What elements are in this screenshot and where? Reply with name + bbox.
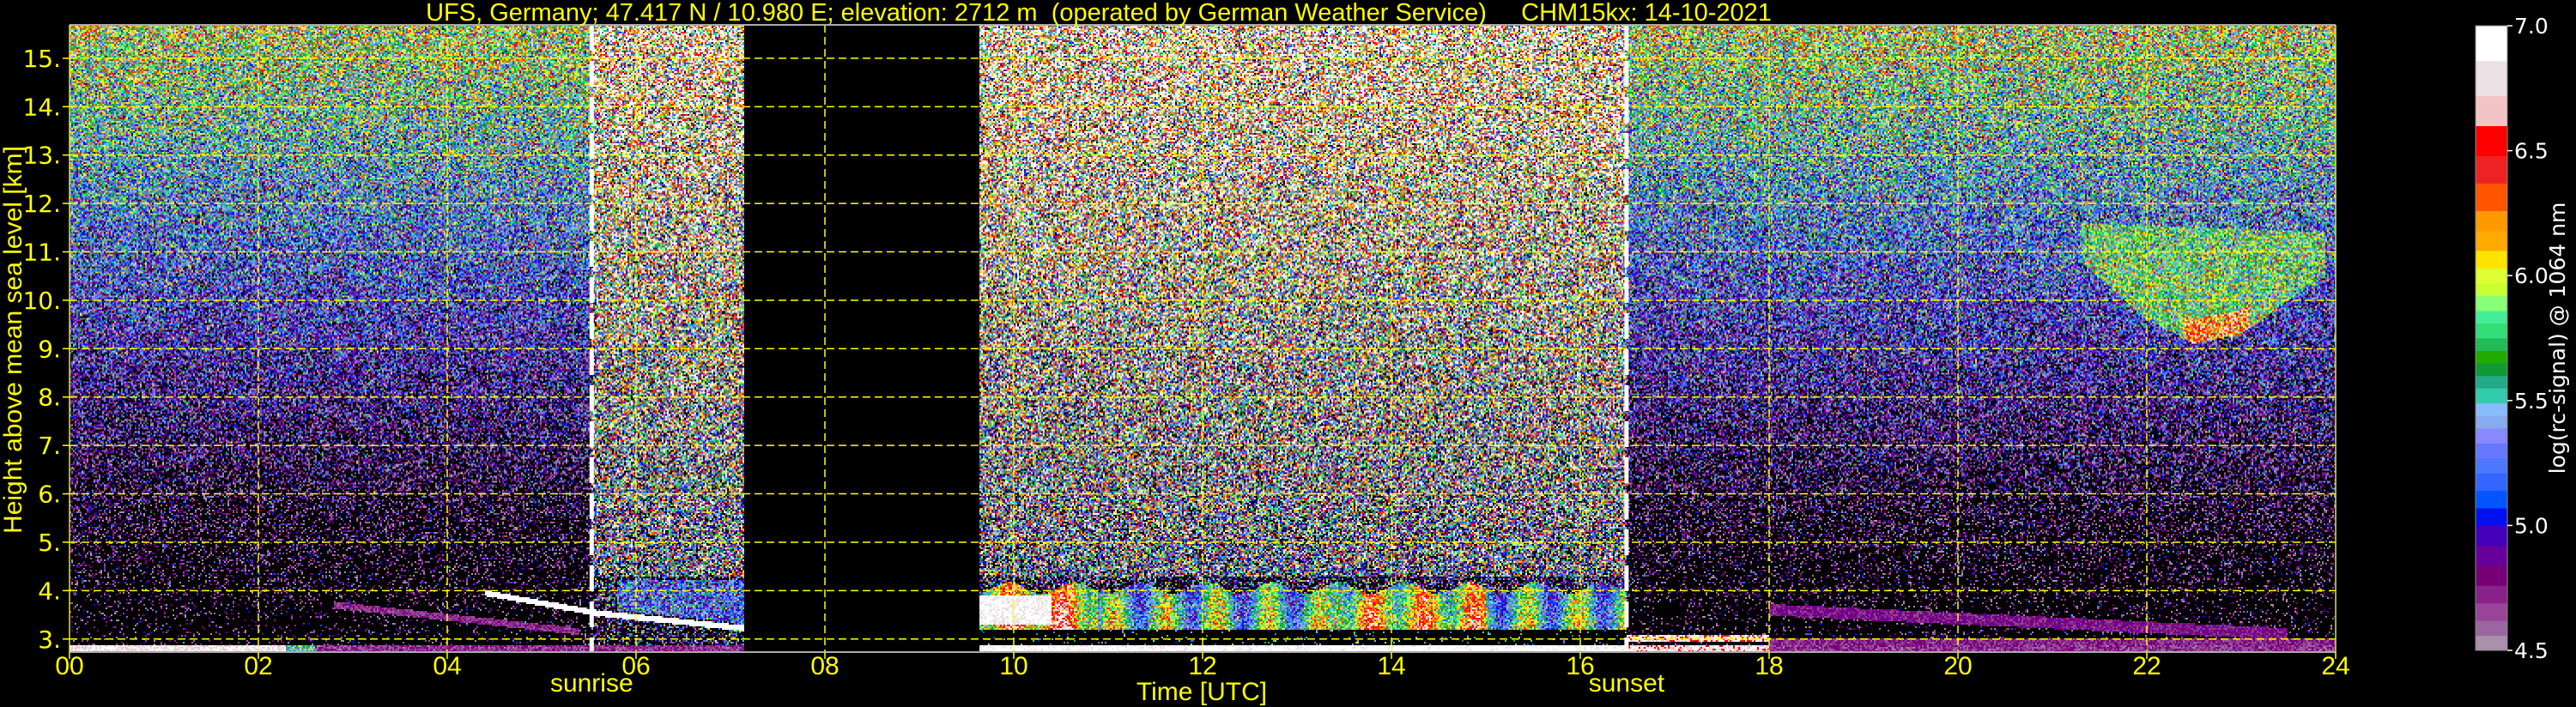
colorbar-swatch — [2476, 268, 2507, 284]
x-tick-label: 18 — [1755, 652, 1783, 680]
colorbar-tick-label: 6.5 — [2514, 139, 2549, 164]
colorbar-swatch — [2476, 473, 2507, 492]
colorbar-swatch — [2476, 545, 2507, 566]
colorbar-swatch — [2476, 295, 2507, 311]
y-tick-label: 8. — [38, 384, 61, 412]
sun-markers — [589, 25, 1629, 652]
colorbar-swatch — [2476, 508, 2507, 526]
colorbar-swatch — [2476, 490, 2507, 509]
colorbar-swatch — [2476, 415, 2507, 429]
sunset-label: sunset — [1589, 669, 1665, 698]
colorbar-tick-label: 5.5 — [2514, 389, 2549, 414]
x-tick-label: 20 — [1943, 652, 1972, 680]
colorbar-swatch — [2476, 375, 2507, 389]
y-tick-label: 15. — [22, 45, 61, 73]
y-tick-label: 4. — [38, 577, 61, 605]
colorbar-tick-label: 6.0 — [2514, 263, 2549, 288]
colorbar-swatch — [2476, 251, 2507, 269]
y-tick-label: 3. — [38, 625, 61, 654]
colorbar-tick-label: 5.0 — [2514, 513, 2549, 538]
colorbar-swatch — [2476, 443, 2507, 459]
y-tick-label: 13. — [22, 142, 61, 170]
y-tick-label: 5. — [38, 529, 61, 557]
colorbar-swatch — [2476, 95, 2507, 126]
x-tick-label: 16 — [1566, 652, 1594, 680]
chart-title: UFS, Germany; 47.417 N / 10.980 E; eleva… — [426, 0, 1772, 27]
colorbar-swatch — [2476, 323, 2507, 339]
x-tick-label: 22 — [2132, 652, 2161, 680]
colorbar-swatch — [2476, 427, 2507, 444]
x-tick-label: 08 — [810, 652, 839, 680]
colorbar-swatch — [2476, 565, 2507, 586]
colorbar-swatch — [2476, 620, 2507, 637]
x-axis-label: Time [UTC] — [1136, 678, 1267, 706]
colorbar-swatch — [2476, 60, 2507, 97]
colorbar-swatch — [2476, 402, 2507, 416]
grid-lines — [70, 25, 2336, 652]
colorbar-swatch — [2476, 125, 2507, 156]
colorbar-swatch — [2476, 282, 2507, 296]
colorbar-swatch — [2476, 26, 2507, 62]
y-tick-label: 12. — [22, 190, 61, 218]
y-axis-ticks: 3. 4. 5. 6. 7. 8. 9. 10. 11. 12. 13. 14. 15. — [22, 45, 70, 654]
y-tick-label: 11. — [22, 239, 61, 267]
x-tick-label: 06 — [621, 652, 650, 680]
colorbar: 4.5 5.0 5.5 6.0 6.5 7.0 — [2475, 14, 2549, 663]
y-tick-label: 6. — [38, 480, 61, 509]
sunrise-label: sunrise — [550, 669, 633, 698]
colorbar-swatch — [2476, 338, 2507, 352]
colorbar-tick-label: 7.0 — [2514, 14, 2549, 39]
x-tick-label: 14 — [1377, 652, 1405, 680]
colorbar-label: log(rc-signal) @ 1064 nm — [2545, 202, 2570, 474]
colorbar-swatch — [2476, 457, 2507, 474]
y-tick-label: 7. — [38, 432, 61, 460]
x-tick-label: 00 — [55, 652, 83, 680]
x-tick-label: 02 — [244, 652, 272, 680]
y-tick-label: 14. — [22, 93, 61, 121]
colorbar-swatch — [2476, 363, 2507, 377]
colorbar-swatch — [2476, 183, 2507, 211]
x-tick-label: 12 — [1188, 652, 1216, 680]
colorbar-frame — [2475, 25, 2508, 651]
y-tick-label: 9. — [38, 335, 61, 363]
y-axis-label: Height above mean sea level [km] — [0, 146, 27, 534]
colorbar-swatch — [2476, 350, 2507, 364]
colorbar-swatch — [2476, 602, 2507, 621]
colorbar-swatch — [2476, 635, 2507, 651]
y-tick-label: 10. — [22, 287, 61, 315]
colorbar-swatch — [2476, 210, 2507, 232]
colorbar-swatch — [2476, 525, 2507, 547]
x-tick-label: 24 — [2321, 652, 2349, 680]
colorbar-swatch — [2476, 388, 2507, 404]
colorbar-swatch — [2476, 585, 2507, 604]
colorbar-swatch — [2476, 230, 2507, 251]
x-axis-ticks: 00 02 04 06 08 10 12 14 16 18 20 22 24 — [55, 652, 2350, 680]
x-tick-label: 10 — [999, 652, 1027, 680]
x-tick-label: 04 — [433, 652, 461, 680]
colorbar-tick-label: 4.5 — [2514, 638, 2549, 663]
colorbar-swatch — [2476, 155, 2507, 184]
colorbar-swatch — [2476, 310, 2507, 324]
